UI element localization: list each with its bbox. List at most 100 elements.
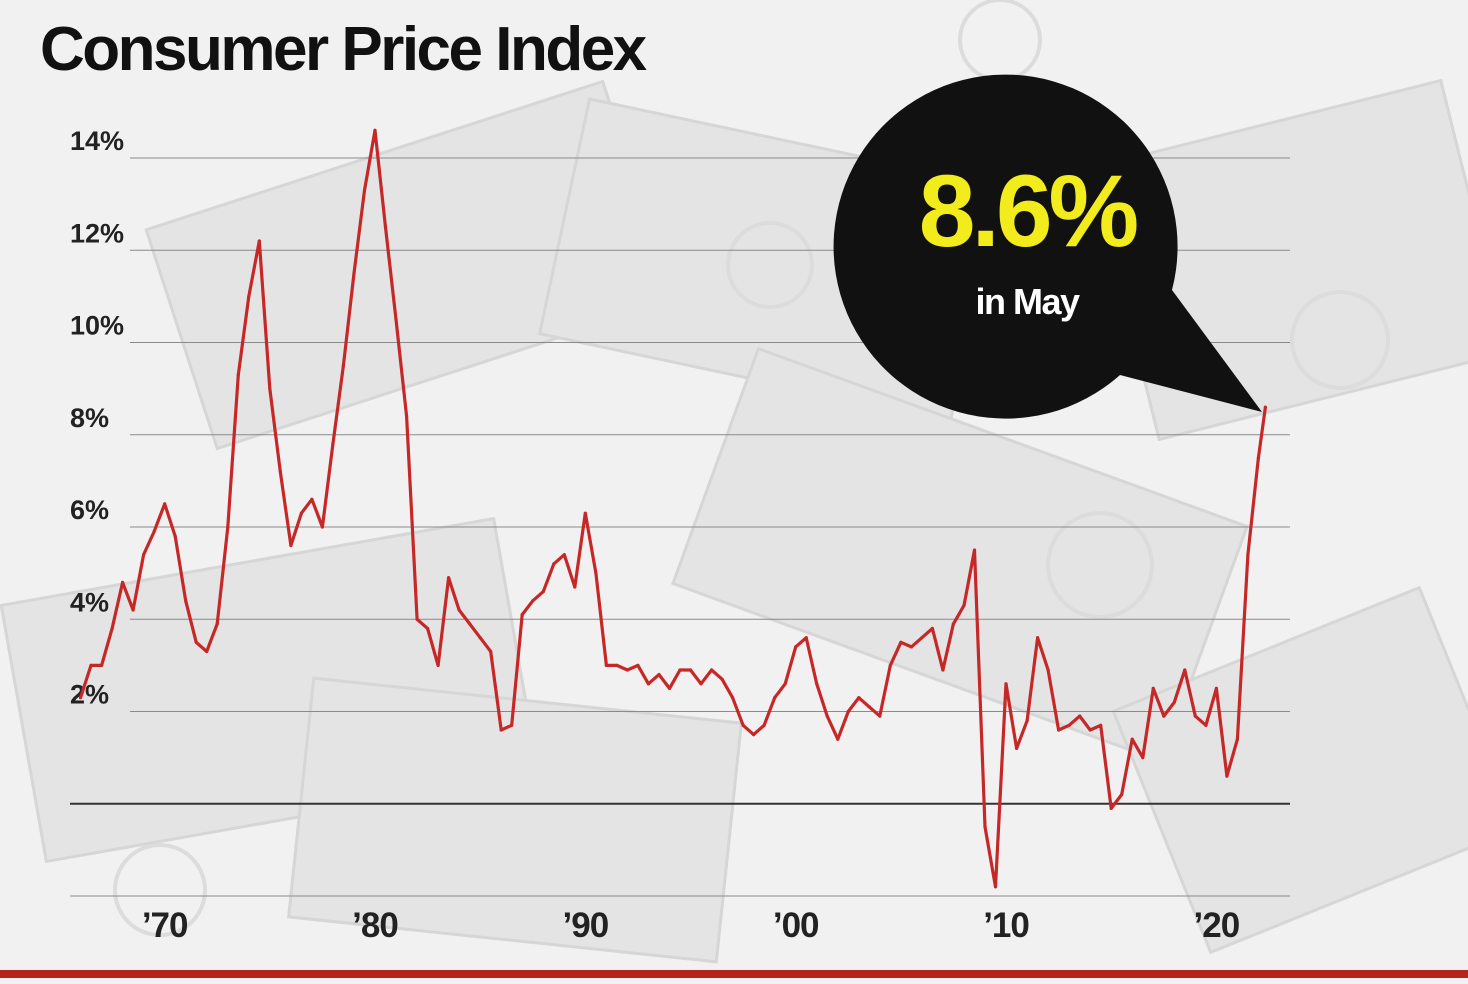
data-point <box>489 649 493 654</box>
data-point <box>1120 792 1124 797</box>
data-point <box>804 636 808 640</box>
data-point <box>878 714 882 718</box>
data-point <box>783 682 787 686</box>
x-tick-label: ’00 <box>773 906 819 945</box>
data-point <box>1015 746 1019 751</box>
data-point <box>562 553 566 557</box>
chart-title: Consumer Price Index <box>40 15 647 84</box>
data-point <box>1078 714 1082 718</box>
data-point <box>583 511 587 515</box>
data-point <box>1141 756 1145 760</box>
data-point <box>1099 723 1103 727</box>
x-tick-label: ’20 <box>1194 906 1240 945</box>
data-point <box>1004 682 1008 686</box>
data-point <box>205 649 209 654</box>
data-point <box>1088 728 1092 732</box>
data-point <box>888 663 892 668</box>
data-point <box>173 534 177 538</box>
data-point <box>121 580 125 585</box>
cpi-series-line <box>78 128 1267 889</box>
data-point <box>1263 405 1267 409</box>
data-point <box>1025 719 1029 723</box>
data-point <box>794 645 798 649</box>
x-tick-label: ’70 <box>142 906 188 945</box>
data-point <box>541 590 545 594</box>
data-point <box>520 613 524 617</box>
y-tick-label: 14% <box>70 126 124 156</box>
data-point <box>846 709 850 714</box>
data-point <box>215 622 219 626</box>
y-tick-label: 4% <box>70 587 109 617</box>
data-point <box>594 571 598 575</box>
data-point <box>352 271 356 275</box>
data-point <box>962 603 966 608</box>
data-point <box>1246 553 1250 557</box>
data-point <box>1183 668 1187 672</box>
y-tick-label: 6% <box>70 495 109 525</box>
data-point <box>299 511 303 515</box>
data-point <box>78 696 83 700</box>
data-point <box>289 543 293 548</box>
data-point <box>1225 774 1229 778</box>
data-point <box>762 723 766 727</box>
x-tick-label: ’90 <box>563 906 609 945</box>
data-point <box>499 728 503 732</box>
y-tick-label: 2% <box>70 680 109 710</box>
y-tick-label: 10% <box>70 311 124 341</box>
data-point <box>236 373 240 377</box>
data-point <box>226 525 230 529</box>
data-point <box>941 668 945 672</box>
data-point <box>447 576 451 580</box>
data-point <box>468 622 472 626</box>
data-point <box>699 682 703 686</box>
data-point <box>1214 686 1218 691</box>
data-point <box>909 645 914 649</box>
data-point <box>857 696 861 700</box>
data-point <box>615 663 619 668</box>
data-point <box>836 737 840 741</box>
data-point <box>1193 714 1197 718</box>
data-point <box>1204 723 1208 727</box>
data-point <box>426 626 430 631</box>
data-point <box>531 599 535 603</box>
data-point <box>184 599 188 603</box>
cpi-data-points <box>78 128 1267 889</box>
data-point <box>710 668 714 672</box>
data-point <box>194 640 198 644</box>
data-point <box>1036 636 1040 640</box>
data-point <box>457 608 461 612</box>
data-point <box>951 622 956 626</box>
data-point <box>1067 723 1071 727</box>
data-point <box>331 442 335 446</box>
data-point <box>825 714 829 718</box>
data-point <box>436 663 440 668</box>
data-point <box>604 663 609 668</box>
data-point <box>268 387 272 391</box>
y-tick-label: 12% <box>70 218 124 248</box>
data-point <box>1172 700 1176 704</box>
data-point <box>1109 806 1113 811</box>
x-tick-label: ’10 <box>983 906 1029 945</box>
data-point <box>142 553 146 557</box>
data-point <box>1057 728 1061 732</box>
data-point <box>552 562 556 566</box>
data-point <box>247 294 251 298</box>
data-point <box>678 668 682 672</box>
data-point <box>983 825 987 829</box>
data-point <box>815 682 819 686</box>
data-point <box>415 617 419 621</box>
data-point <box>1235 737 1239 741</box>
data-point <box>899 640 903 644</box>
data-point <box>1130 737 1134 741</box>
data-point <box>720 677 724 681</box>
data-point <box>930 626 935 631</box>
data-point <box>152 530 156 534</box>
data-point <box>972 548 977 552</box>
data-point <box>278 470 282 474</box>
data-point <box>341 364 345 368</box>
data-point <box>383 225 388 229</box>
data-point <box>646 682 651 686</box>
data-point <box>1046 668 1050 672</box>
y-tick-label: 8% <box>70 403 109 433</box>
data-point <box>867 705 871 709</box>
